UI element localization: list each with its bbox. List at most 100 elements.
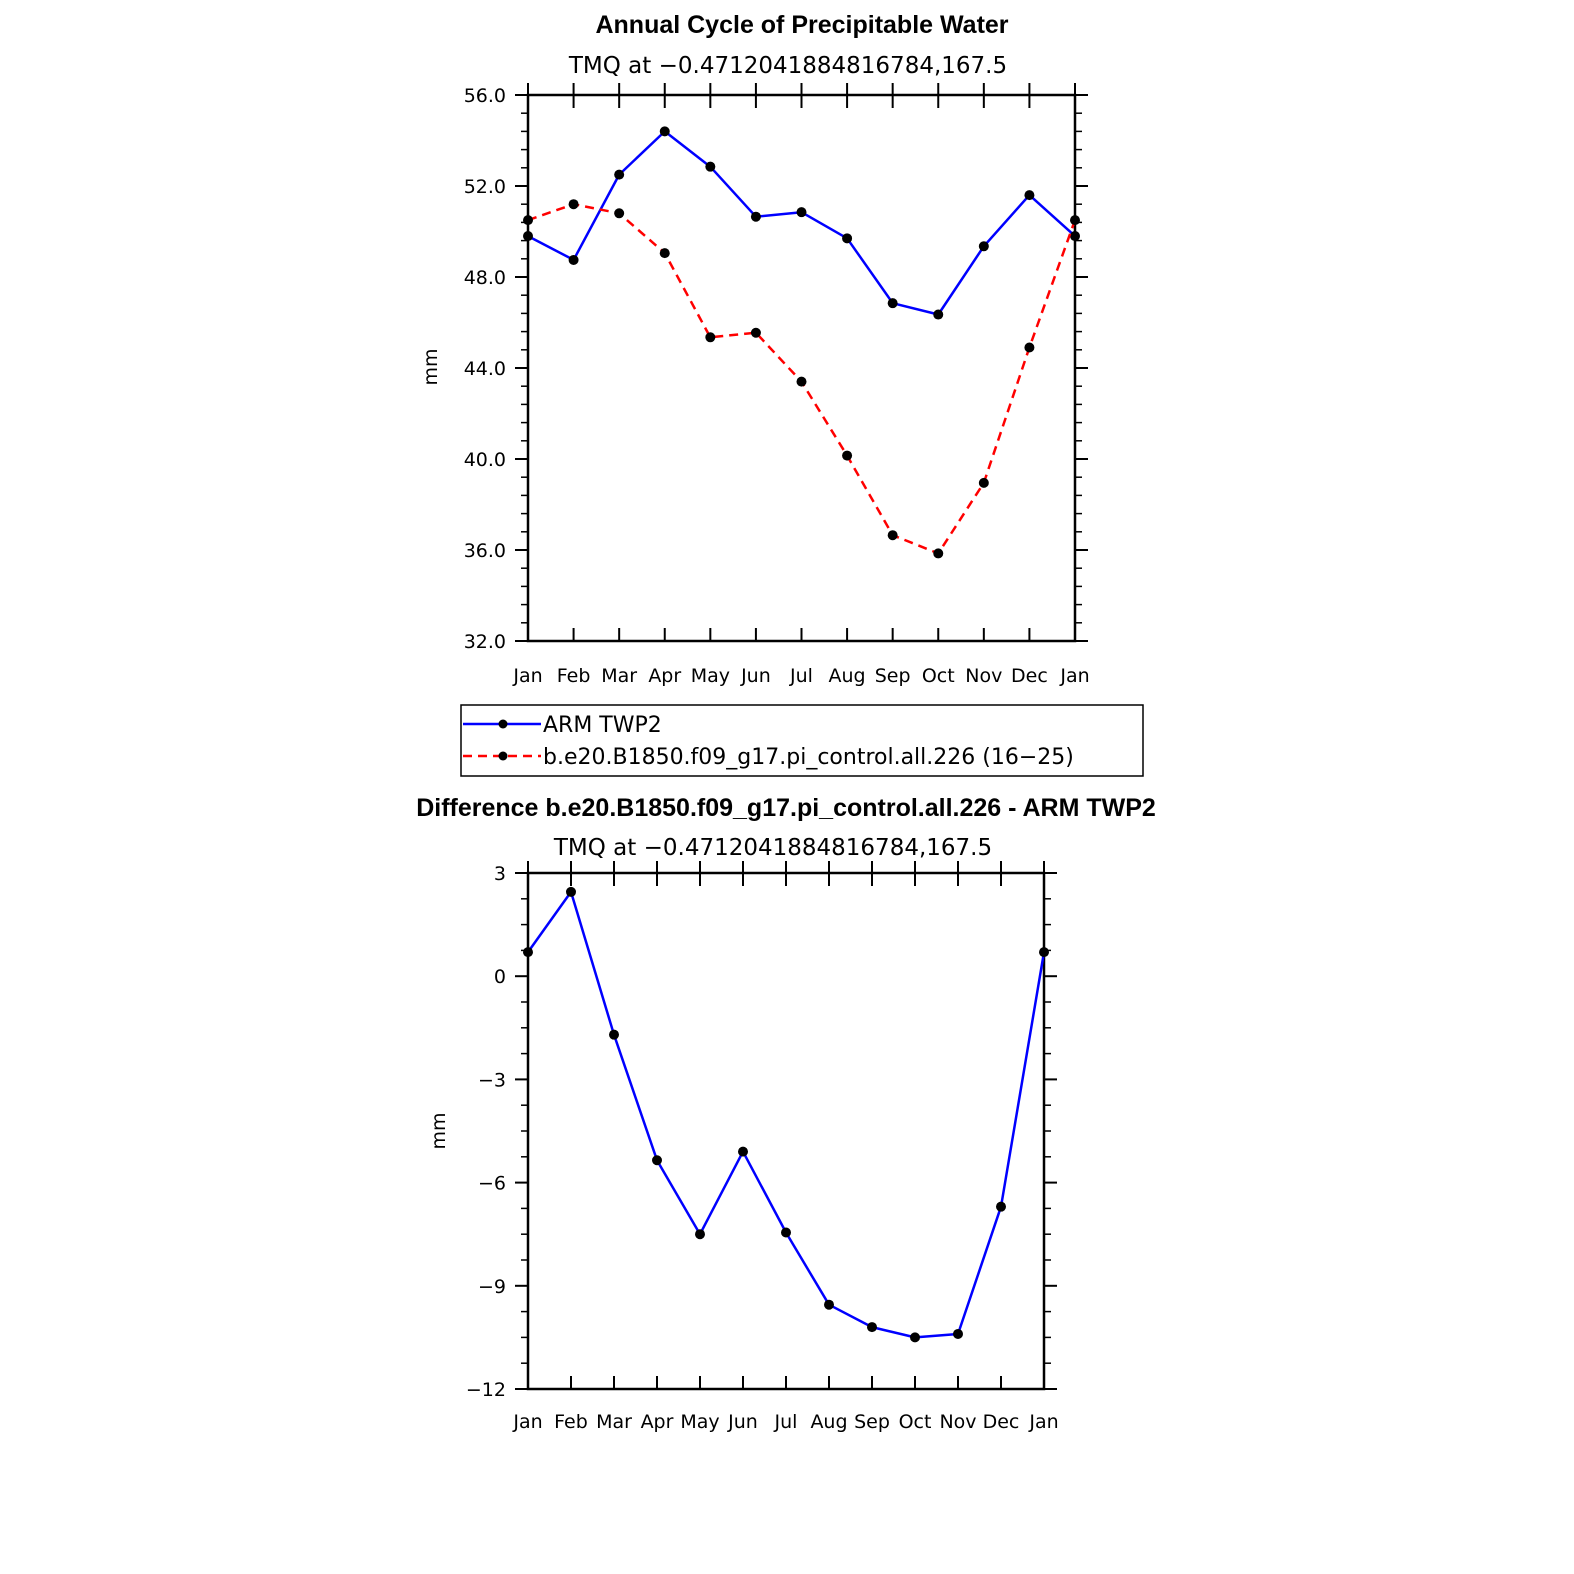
data-point xyxy=(568,199,579,210)
data-point xyxy=(695,1229,705,1240)
data-point xyxy=(750,211,761,222)
legend-entry-arm: ARM TWP2 xyxy=(463,713,662,738)
x-tick-label: Sep xyxy=(875,665,911,687)
data-point xyxy=(523,231,533,242)
x-tick-label: Aug xyxy=(810,1411,847,1433)
x-axis-ticks: Jan Feb Mar Apr May Jun Jul Aug Sep Oct Nov Dec Jan xyxy=(512,861,1059,1433)
legend: ARM TWP2 b.e20.B1850.f09_g17.pi_control.… xyxy=(460,704,1144,777)
y-axis-ticks: 3 0 −3 −6 −9 −12 xyxy=(466,863,1057,1401)
x-tick-label: Jan xyxy=(512,1411,542,1433)
data-point xyxy=(781,1227,791,1238)
data-point xyxy=(910,1332,920,1343)
x-axis-ticks: Jan Feb Mar Apr May Jun Jul Aug Sep Oct Nov Dec Jan xyxy=(512,83,1090,687)
data-point xyxy=(1039,947,1049,958)
x-tick-label: Mar xyxy=(601,665,637,687)
data-point xyxy=(978,241,989,252)
data-point xyxy=(614,169,625,180)
chart-title: Difference b.e20.B1850.f09_g17.pi_contro… xyxy=(416,794,1156,822)
x-tick-label: Jan xyxy=(1059,665,1089,687)
data-point xyxy=(953,1328,963,1339)
data-point xyxy=(523,215,533,226)
legend-label-arm: ARM TWP2 xyxy=(543,713,662,738)
data-point xyxy=(705,161,716,172)
data-point xyxy=(887,298,898,309)
x-tick-label: Aug xyxy=(829,665,866,687)
legend-entry-model: b.e20.B1850.f09_g17.pi_control.all.226 (… xyxy=(463,745,1074,770)
legend-box xyxy=(460,704,1144,777)
data-point xyxy=(1070,215,1080,226)
y-tick-label: −3 xyxy=(478,1069,506,1091)
legend-marker-model xyxy=(498,751,508,761)
y-tick-label: 32.0 xyxy=(464,631,506,653)
data-point xyxy=(796,207,807,218)
x-tick-label: May xyxy=(691,665,730,687)
data-point xyxy=(1024,342,1035,353)
plot-border xyxy=(526,93,1077,643)
precipitable-water-chart: Annual Cycle of Precipitable Water TMQ a… xyxy=(420,11,1090,687)
data-point xyxy=(933,309,944,320)
x-tick-label: Apr xyxy=(648,665,681,687)
y-tick-label: −12 xyxy=(466,1379,506,1401)
y-axis-ticks: 56.0 52.0 48.0 44.0 40.0 36.0 32.0 xyxy=(464,85,1088,653)
x-tick-label: Feb xyxy=(554,1411,588,1433)
legend-label-model: b.e20.B1850.f09_g17.pi_control.all.226 (… xyxy=(543,745,1074,770)
x-tick-label: Sep xyxy=(854,1411,890,1433)
x-tick-label: Oct xyxy=(922,665,955,687)
x-tick-label: Jan xyxy=(1028,1411,1058,1433)
x-tick-label: Feb xyxy=(557,665,591,687)
data-point xyxy=(887,530,898,541)
difference-chart: Difference b.e20.B1850.f09_g17.pi_contro… xyxy=(416,794,1156,1433)
data-point xyxy=(1070,231,1080,242)
data-point xyxy=(1024,190,1035,201)
x-tick-label: Nov xyxy=(939,1411,976,1433)
series-line-0 xyxy=(526,890,1046,1339)
y-axis-label: mm xyxy=(420,348,442,385)
data-point xyxy=(705,332,716,343)
x-tick-label: Jun xyxy=(740,665,771,687)
series-line-0 xyxy=(527,130,1076,316)
chart-subtitle: TMQ at −0.4712041884816784,167.5 xyxy=(568,53,1007,79)
data-series xyxy=(523,126,1080,559)
y-tick-label: 44.0 xyxy=(464,358,506,380)
chart-title: Annual Cycle of Precipitable Water xyxy=(595,11,1008,39)
data-point xyxy=(824,1299,834,1310)
x-tick-label: Dec xyxy=(1011,665,1048,687)
data-point xyxy=(842,450,853,461)
y-tick-label: −6 xyxy=(478,1173,506,1195)
x-tick-label: Nov xyxy=(965,665,1002,687)
data-point xyxy=(659,126,670,137)
data-point xyxy=(659,248,670,259)
data-point xyxy=(614,208,625,219)
data-point xyxy=(842,233,853,244)
data-point xyxy=(609,1029,619,1040)
y-tick-label: 0 xyxy=(494,966,506,988)
data-point xyxy=(738,1146,748,1157)
y-tick-label: 52.0 xyxy=(464,176,506,198)
x-tick-label: Oct xyxy=(899,1411,932,1433)
x-tick-label: Jan xyxy=(512,665,542,687)
data-point xyxy=(568,254,579,265)
y-tick-label: 36.0 xyxy=(464,540,506,562)
data-series xyxy=(523,886,1049,1343)
x-tick-label: Mar xyxy=(596,1411,632,1433)
y-tick-label: 3 xyxy=(494,863,506,885)
y-tick-label: 40.0 xyxy=(464,449,506,471)
plot-frame xyxy=(526,93,1077,643)
y-axis-label: mm xyxy=(428,1112,450,1149)
data-point xyxy=(566,886,576,897)
y-tick-label: 56.0 xyxy=(464,85,506,107)
data-point xyxy=(523,947,533,958)
x-tick-label: Jul xyxy=(774,1411,798,1433)
data-point xyxy=(933,548,944,559)
x-tick-label: Jun xyxy=(727,1411,758,1433)
legend-marker-arm xyxy=(498,719,508,729)
data-point xyxy=(796,376,807,387)
y-tick-label: 48.0 xyxy=(464,267,506,289)
data-point xyxy=(996,1201,1006,1212)
y-tick-label: −9 xyxy=(478,1276,506,1298)
x-tick-label: Apr xyxy=(641,1411,674,1433)
x-tick-label: Jul xyxy=(789,665,813,687)
x-tick-label: May xyxy=(680,1411,719,1433)
x-tick-label: Dec xyxy=(983,1411,1020,1433)
